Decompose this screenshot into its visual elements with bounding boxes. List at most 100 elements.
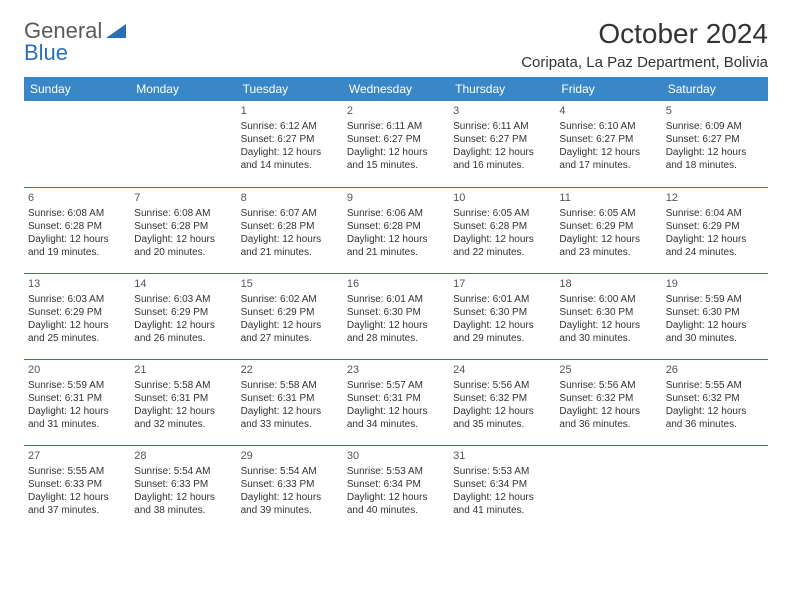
day-number: 14 xyxy=(134,277,232,291)
calendar-day-cell: 15Sunrise: 6:02 AMSunset: 6:29 PMDayligh… xyxy=(237,273,343,359)
calendar-week-row: 1Sunrise: 6:12 AMSunset: 6:27 PMDaylight… xyxy=(24,101,768,187)
sunset-text: Sunset: 6:27 PM xyxy=(453,133,551,146)
daylight-text: Daylight: 12 hours and 39 minutes. xyxy=(241,491,339,517)
sunrise-text: Sunrise: 6:11 AM xyxy=(453,120,551,133)
daylight-text: Daylight: 12 hours and 21 minutes. xyxy=(347,233,445,259)
calendar-week-row: 6Sunrise: 6:08 AMSunset: 6:28 PMDaylight… xyxy=(24,187,768,273)
day-number: 15 xyxy=(241,277,339,291)
sunrise-text: Sunrise: 5:58 AM xyxy=(134,379,232,392)
daylight-text: Daylight: 12 hours and 38 minutes. xyxy=(134,491,232,517)
sunset-text: Sunset: 6:29 PM xyxy=(241,306,339,319)
calendar-day-cell: 18Sunrise: 6:00 AMSunset: 6:30 PMDayligh… xyxy=(555,273,661,359)
day-header: Thursday xyxy=(449,77,555,101)
daylight-text: Daylight: 12 hours and 27 minutes. xyxy=(241,319,339,345)
sunset-text: Sunset: 6:32 PM xyxy=(453,392,551,405)
daylight-text: Daylight: 12 hours and 16 minutes. xyxy=(453,146,551,172)
sunset-text: Sunset: 6:31 PM xyxy=(241,392,339,405)
calendar-empty-cell xyxy=(555,445,661,531)
day-number: 3 xyxy=(453,104,551,118)
sunrise-text: Sunrise: 6:07 AM xyxy=(241,207,339,220)
calendar-day-cell: 14Sunrise: 6:03 AMSunset: 6:29 PMDayligh… xyxy=(130,273,236,359)
calendar-day-cell: 21 Sunrise: 5:58 AMSunset: 6:31 PMDayligh… xyxy=(130,359,236,445)
sunrise-text: Sunrise: 5:56 AM xyxy=(559,379,657,392)
calendar-body: 1Sunrise: 6:12 AMSunset: 6:27 PMDaylight… xyxy=(24,101,768,531)
calendar-day-cell: 28Sunrise: 5:54 AMSunset: 6:33 PMDayligh… xyxy=(130,445,236,531)
sunset-text: Sunset: 6:31 PM xyxy=(134,392,232,405)
sunset-text: Sunset: 6:31 PM xyxy=(347,392,445,405)
calendar-day-cell: 31Sunrise: 5:53 AMSunset: 6:34 PMDayligh… xyxy=(449,445,555,531)
page-header: General October 2024 Coripata, La Paz De… xyxy=(24,18,768,71)
daylight-text: Daylight: 12 hours and 34 minutes. xyxy=(347,405,445,431)
day-number: 21 xyxy=(134,363,232,377)
daylight-text: Daylight: 12 hours and 40 minutes. xyxy=(347,491,445,517)
calendar-day-cell: 3 Sunrise: 6:11 AMSunset: 6:27 PMDaylight… xyxy=(449,101,555,187)
day-number: 19 xyxy=(666,277,764,291)
day-number: 22 xyxy=(241,363,339,377)
sunrise-text: Sunrise: 5:54 AM xyxy=(134,465,232,478)
sunset-text: Sunset: 6:31 PM xyxy=(28,392,126,405)
day-number: 24 xyxy=(453,363,551,377)
sunrise-text: Sunrise: 6:05 AM xyxy=(559,207,657,220)
sunset-text: Sunset: 6:33 PM xyxy=(28,478,126,491)
sunrise-text: Sunrise: 5:54 AM xyxy=(241,465,339,478)
sunrise-text: Sunrise: 5:57 AM xyxy=(347,379,445,392)
daylight-text: Daylight: 12 hours and 41 minutes. xyxy=(453,491,551,517)
daylight-text: Daylight: 12 hours and 28 minutes. xyxy=(347,319,445,345)
sunrise-text: Sunrise: 6:11 AM xyxy=(347,120,445,133)
calendar-week-row: 20Sunrise: 5:59 AMSunset: 6:31 PMDayligh… xyxy=(24,359,768,445)
calendar-empty-cell xyxy=(662,445,768,531)
sunrise-text: Sunrise: 5:59 AM xyxy=(28,379,126,392)
sunrise-text: Sunrise: 6:12 AM xyxy=(241,120,339,133)
sunset-text: Sunset: 6:28 PM xyxy=(28,220,126,233)
sunset-text: Sunset: 6:28 PM xyxy=(241,220,339,233)
day-number: 1 xyxy=(241,104,339,118)
day-number: 16 xyxy=(347,277,445,291)
sunrise-text: Sunrise: 6:03 AM xyxy=(134,293,232,306)
sunset-text: Sunset: 6:27 PM xyxy=(347,133,445,146)
daylight-text: Daylight: 12 hours and 14 minutes. xyxy=(241,146,339,172)
daylight-text: Daylight: 12 hours and 30 minutes. xyxy=(666,319,764,345)
sunset-text: Sunset: 6:27 PM xyxy=(241,133,339,146)
daylight-text: Daylight: 12 hours and 29 minutes. xyxy=(453,319,551,345)
day-number: 5 xyxy=(666,104,764,118)
sunrise-text: Sunrise: 6:08 AM xyxy=(28,207,126,220)
daylight-text: Daylight: 12 hours and 32 minutes. xyxy=(134,405,232,431)
sunrise-text: Sunrise: 6:01 AM xyxy=(347,293,445,306)
calendar-day-cell: 29 Sunrise: 5:54 AMSunset: 6:33 PMDayligh… xyxy=(237,445,343,531)
sunset-text: Sunset: 6:29 PM xyxy=(666,220,764,233)
daylight-text: Daylight: 12 hours and 31 minutes. xyxy=(28,405,126,431)
calendar-day-cell: 17Sunrise: 6:01 AMSunset: 6:30 PMDayligh… xyxy=(449,273,555,359)
sunset-text: Sunset: 6:30 PM xyxy=(347,306,445,319)
day-number: 11 xyxy=(559,191,657,205)
sunrise-text: Sunrise: 6:10 AM xyxy=(559,120,657,133)
sunset-text: Sunset: 6:29 PM xyxy=(559,220,657,233)
day-number: 13 xyxy=(28,277,126,291)
daylight-text: Daylight: 12 hours and 19 minutes. xyxy=(28,233,126,259)
calendar-day-cell: 20Sunrise: 5:59 AMSunset: 6:31 PMDayligh… xyxy=(24,359,130,445)
day-number: 29 xyxy=(241,449,339,463)
calendar-empty-cell xyxy=(24,101,130,187)
day-number: 25 xyxy=(559,363,657,377)
sunrise-text: Sunrise: 6:01 AM xyxy=(453,293,551,306)
day-number: 30 xyxy=(347,449,445,463)
daylight-text: Daylight: 12 hours and 20 minutes. xyxy=(134,233,232,259)
calendar-day-cell: 24Sunrise: 5:56 AMSunset: 6:32 PMDayligh… xyxy=(449,359,555,445)
calendar-table: SundayMondayTuesdayWednesdayThursdayFrid… xyxy=(24,77,768,531)
sunset-text: Sunset: 6:34 PM xyxy=(453,478,551,491)
calendar-day-cell: 1 Sunrise: 6:12 AMSunset: 6:27 PMDaylight… xyxy=(237,101,343,187)
sunset-text: Sunset: 6:28 PM xyxy=(347,220,445,233)
day-number: 4 xyxy=(559,104,657,118)
calendar-day-cell: 8Sunrise: 6:07 AMSunset: 6:28 PMDaylight… xyxy=(237,187,343,273)
sunset-text: Sunset: 6:27 PM xyxy=(559,133,657,146)
sunrise-text: Sunrise: 6:06 AM xyxy=(347,207,445,220)
sunset-text: Sunset: 6:33 PM xyxy=(241,478,339,491)
sunrise-text: Sunrise: 6:05 AM xyxy=(453,207,551,220)
daylight-text: Daylight: 12 hours and 18 minutes. xyxy=(666,146,764,172)
day-header: Saturday xyxy=(662,77,768,101)
sunrise-text: Sunrise: 5:55 AM xyxy=(28,465,126,478)
day-number: 27 xyxy=(28,449,126,463)
daylight-text: Daylight: 12 hours and 33 minutes. xyxy=(241,405,339,431)
sunrise-text: Sunrise: 6:00 AM xyxy=(559,293,657,306)
sunset-text: Sunset: 6:28 PM xyxy=(134,220,232,233)
day-number: 8 xyxy=(241,191,339,205)
